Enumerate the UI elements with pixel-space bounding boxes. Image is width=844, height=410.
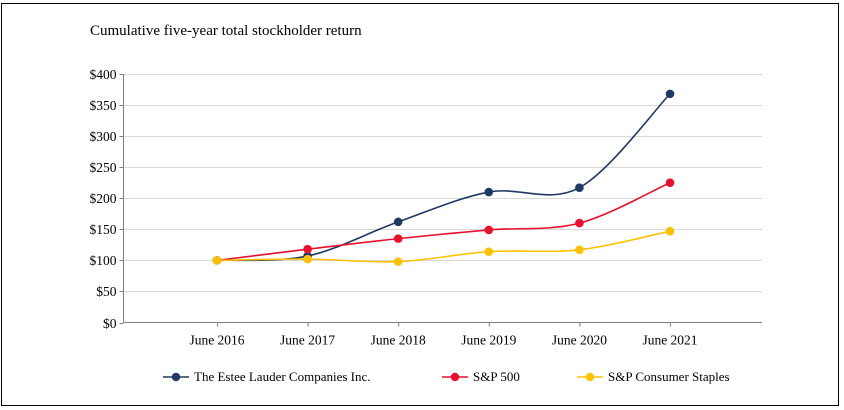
x-axis-label: June 2021 xyxy=(642,333,697,348)
chart-frame xyxy=(1,3,839,406)
y-axis-label: $50 xyxy=(96,284,117,299)
legend-item-estee-lauder: The Estee Lauder Companies Inc. xyxy=(163,369,371,385)
y-axis-label: $100 xyxy=(90,253,117,268)
data-point-the-estee-lauder-companies-inc xyxy=(665,89,675,99)
legend-label: S&P Consumer Staples xyxy=(608,369,730,384)
y-axis-label: $200 xyxy=(90,191,117,206)
data-point-s-p-500 xyxy=(303,244,312,254)
legend-item-sp500: S&P 500 xyxy=(442,369,520,385)
legend-line-dot-icon xyxy=(577,372,603,382)
x-axis-label: June 2016 xyxy=(189,333,244,348)
legend: The Estee Lauder Companies Inc. S&P 500 … xyxy=(0,369,844,389)
data-point-s-p-consumer-staples xyxy=(303,254,312,264)
data-point-s-p-consumer-staples xyxy=(484,247,494,256)
legend-item-sp-consumer-staples: S&P Consumer Staples xyxy=(577,369,730,385)
data-point-s-p-consumer-staples xyxy=(665,226,675,236)
legend-label: The Estee Lauder Companies Inc. xyxy=(194,369,371,384)
x-axis-label: June 2018 xyxy=(371,333,426,348)
x-axis-label: June 2017 xyxy=(280,333,335,348)
data-point-s-p-500 xyxy=(575,218,584,228)
chart-title: Cumulative five-year total stockholder r… xyxy=(90,23,362,39)
y-axis-label: $250 xyxy=(90,160,117,175)
data-point-s-p-consumer-staples xyxy=(393,257,403,266)
data-point-s-p-consumer-staples xyxy=(212,256,222,265)
series-line-s-p-500 xyxy=(216,181,671,262)
data-point-s-p-500 xyxy=(393,234,403,243)
data-point-the-estee-lauder-companies-inc xyxy=(484,187,494,197)
legend-line-dot-icon xyxy=(163,372,189,382)
data-point-s-p-500 xyxy=(484,225,494,235)
x-axis-label: June 2019 xyxy=(461,333,516,348)
series-line-the-estee-lauder-companies-inc xyxy=(216,93,671,262)
data-point-s-p-500 xyxy=(665,178,675,188)
data-point-s-p-consumer-staples xyxy=(575,245,584,255)
x-axis-label: June 2020 xyxy=(552,333,607,348)
y-axis-label: $350 xyxy=(90,98,117,113)
legend-line-dot-icon xyxy=(442,372,468,382)
data-point-the-estee-lauder-companies-inc xyxy=(393,217,403,227)
legend-label: S&P 500 xyxy=(473,369,520,384)
series-line-s-p-consumer-staples xyxy=(216,230,671,263)
data-point-the-estee-lauder-companies-inc xyxy=(575,183,584,192)
y-axis-label: $300 xyxy=(90,129,117,144)
y-axis-label: $0 xyxy=(103,316,117,331)
y-axis-label: $150 xyxy=(90,222,117,237)
y-axis-label: $400 xyxy=(90,67,117,82)
